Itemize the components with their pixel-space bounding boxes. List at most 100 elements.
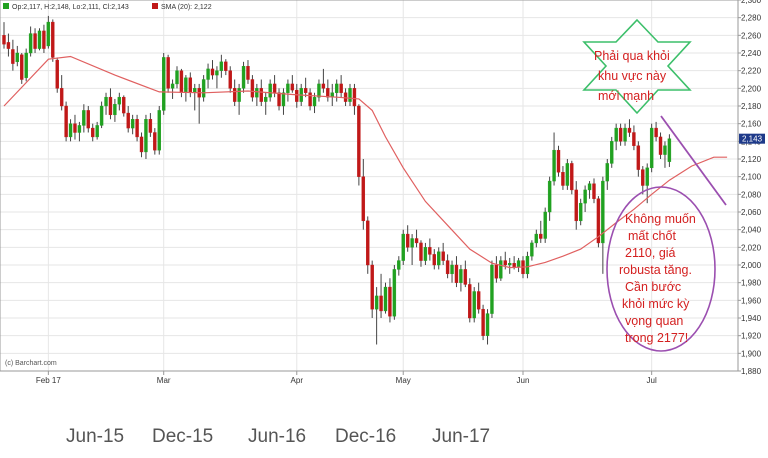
candle-body [277, 92, 281, 107]
candle [99, 101, 104, 129]
candle-body [463, 269, 468, 285]
candle-body [210, 68, 215, 76]
candle [161, 53, 166, 115]
legend-ohlc-label: Op:2,117, H:2,148, Lo:2,111, Cl:2,143 [12, 4, 129, 11]
candle [476, 282, 481, 314]
candle-body [326, 88, 330, 98]
y-tick-label: 2,220 [741, 67, 762, 76]
circle-shape [606, 186, 716, 352]
candle-body [286, 83, 290, 93]
circle-text-line: mất chốt [628, 229, 676, 243]
candle [468, 278, 472, 323]
candle-body [91, 127, 95, 138]
candle-body [272, 83, 277, 93]
candle [241, 61, 246, 93]
candle [308, 88, 312, 111]
candle [264, 92, 268, 115]
candle [627, 119, 632, 137]
candle [667, 134, 672, 167]
candle [24, 48, 28, 82]
candle-body [237, 88, 241, 102]
candle [636, 141, 641, 177]
candle-body [374, 295, 379, 310]
candle-body [663, 145, 667, 155]
candle [335, 79, 339, 102]
candle [135, 114, 139, 142]
y-axis: 2,300 2,280 2,260 2,240 2,220 2,200 2,180 2,160… [738, 0, 762, 376]
x-tick-label: Feb 17 [36, 376, 61, 385]
candle-body [667, 138, 672, 162]
candle-body [508, 263, 512, 266]
candle [175, 66, 179, 89]
candle-body [219, 61, 224, 71]
candle-body [405, 233, 410, 248]
candle [15, 45, 20, 67]
contract-label: Dec-15 [152, 426, 213, 447]
candle [556, 145, 561, 177]
candle-body [423, 247, 428, 261]
candle-body [552, 149, 556, 182]
candle-body [117, 96, 122, 105]
last-price-tag: 2,143 [739, 133, 765, 144]
watermark: (c) Barchart.com [5, 360, 57, 367]
candle-body [77, 125, 82, 133]
y-tick-label: 2,040 [741, 226, 762, 235]
y-tick-label: 2,120 [741, 155, 762, 164]
candle-body [268, 83, 272, 98]
candle-body [410, 238, 414, 248]
candle-body [499, 260, 503, 279]
candle-body [281, 92, 286, 107]
y-tick-label: 1,880 [741, 367, 762, 376]
candle-body [42, 30, 46, 49]
candles [2, 15, 672, 345]
candle [11, 39, 15, 71]
candle-body [610, 141, 614, 164]
candle [534, 229, 539, 248]
candle [91, 123, 95, 142]
candle [339, 75, 343, 98]
contract-label: Jun-16 [248, 426, 306, 447]
contract-label: Dec-16 [335, 426, 396, 447]
candle [587, 181, 592, 199]
candle-body [37, 30, 42, 49]
y-tick-label: 1,900 [741, 349, 762, 358]
candle [428, 238, 432, 261]
candle-body [627, 127, 632, 133]
candle-body [414, 238, 419, 244]
star-text-line: mới mạnh [598, 89, 654, 103]
candle [574, 181, 578, 230]
candle-body [161, 57, 166, 111]
candle [552, 132, 556, 186]
y-tick-label: 2,180 [741, 102, 762, 111]
candle-body [157, 110, 161, 151]
candle-body [264, 96, 268, 102]
candle [361, 159, 366, 230]
y-tick-label: 1,940 [741, 314, 762, 323]
candle [508, 257, 512, 274]
candle [383, 282, 388, 314]
candle [663, 141, 667, 168]
candle-body [388, 286, 392, 317]
candle [374, 287, 379, 345]
candle [578, 198, 583, 226]
candle-body [6, 42, 11, 49]
candle-body [148, 119, 153, 133]
candle [352, 83, 357, 115]
candle-body [113, 104, 117, 116]
candle-body [432, 254, 436, 266]
y-tick-label: 2,200 [741, 84, 762, 93]
candle-body [654, 127, 658, 138]
candle-body [135, 119, 139, 138]
candle [286, 79, 290, 102]
candle-body [206, 68, 210, 80]
y-tick-label: 2,240 [741, 49, 762, 58]
candle-body [392, 269, 397, 317]
candle [379, 273, 383, 318]
candle [37, 28, 42, 51]
candle-body [2, 35, 6, 45]
candle [108, 88, 113, 120]
candle [42, 24, 46, 53]
candle [401, 229, 405, 265]
candle-body [335, 83, 339, 93]
